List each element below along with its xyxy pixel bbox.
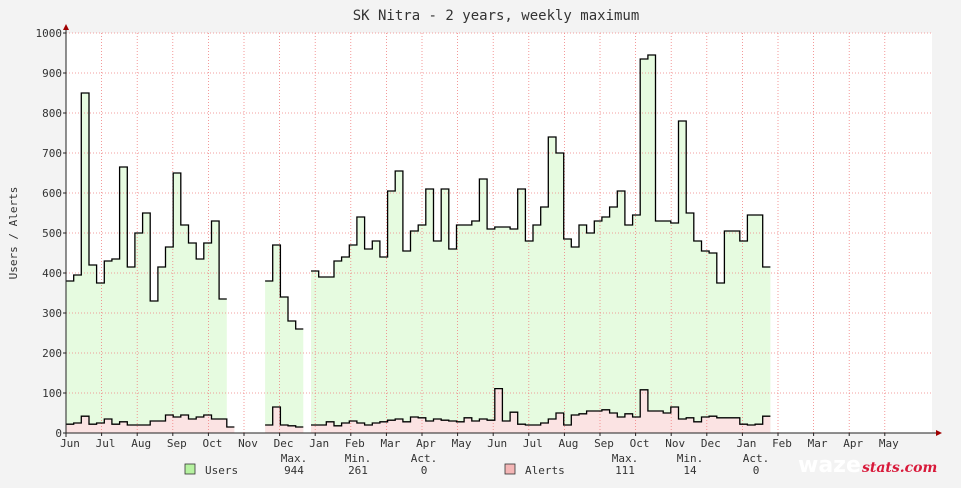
legend-alerts-act-value: 0 <box>753 464 760 477</box>
y-axis-label: Users / Alerts <box>7 187 20 280</box>
legend-alerts-label: Alerts <box>525 464 565 477</box>
legend-users-min-header: Min. <box>345 452 372 465</box>
legend-alerts-min-header: Min. <box>677 452 704 465</box>
x-tick-label: Dec <box>701 437 721 450</box>
legend-alerts-max-value: 111 <box>615 464 635 477</box>
alerts-line-segment <box>265 406 304 428</box>
x-tick-label: Jan <box>309 437 329 450</box>
x-tick-label: Apr <box>416 437 436 450</box>
users-area-segment <box>265 245 304 433</box>
x-tick-label: Dec <box>274 437 294 450</box>
users-area-segment <box>311 55 771 433</box>
x-tick-label: Feb <box>345 437 365 450</box>
y-tick-label: 100 <box>42 387 62 400</box>
y-tick-label: 0 <box>55 427 62 440</box>
legend-users-act-header: Act. <box>411 452 438 465</box>
alerts-area-segment <box>265 407 304 433</box>
legend-alerts-min-value: 14 <box>683 464 697 477</box>
x-tick-label: Oct <box>630 437 650 450</box>
alerts-line-segment <box>66 414 235 428</box>
x-tick-label: Sep <box>167 437 187 450</box>
y-tick-label: 900 <box>42 67 62 80</box>
legend-alerts-max-header: Max. <box>612 452 639 465</box>
legend-alerts-act-header: Act. <box>743 452 770 465</box>
chart-title: SK Nitra - 2 years, weekly maximum <box>353 8 640 24</box>
legend-users-swatch <box>184 463 196 475</box>
brand-logo: waze stats.com <box>798 453 937 478</box>
x-tick-label: Mar <box>380 437 400 450</box>
x-tick-label: Aug <box>131 437 151 450</box>
y-tick-label: 1000 <box>36 27 63 40</box>
x-tick-label: Nov <box>238 437 258 450</box>
y-tick-label: 600 <box>42 187 62 200</box>
x-tick-label: Jan <box>736 437 756 450</box>
x-tick-label: May <box>879 437 899 450</box>
legend-users-min-value: 261 <box>348 464 368 477</box>
users-area-segment <box>66 93 227 433</box>
legend-alerts-swatch <box>504 463 516 475</box>
x-tick-label: Jul <box>523 437 543 450</box>
users-line-segment <box>66 92 227 302</box>
y-axis-arrow <box>63 24 69 30</box>
x-axis-arrow <box>936 430 942 436</box>
legend-users-label: Users <box>205 464 238 477</box>
y-tick-label: 200 <box>42 347 62 360</box>
x-tick-label: Mar <box>808 437 828 450</box>
x-tick-label: Jul <box>96 437 116 450</box>
x-tick-label: Nov <box>665 437 685 450</box>
x-tick-label: Oct <box>202 437 222 450</box>
y-tick-label: 500 <box>42 227 62 240</box>
y-tick-label: 400 <box>42 267 62 280</box>
alerts-area-segment <box>311 388 771 433</box>
y-tick-label: 300 <box>42 307 62 320</box>
y-tick-label: 700 <box>42 147 62 160</box>
legend-users-max-value: 944 <box>284 464 304 477</box>
x-tick-label: Sep <box>594 437 614 450</box>
brand-suffix-text: stats.com <box>862 460 937 476</box>
y-tick-label: 800 <box>42 107 62 120</box>
x-tick-label: Jun <box>60 437 80 450</box>
brand-main-text: waze <box>798 453 861 478</box>
users-line-segment <box>311 54 771 284</box>
legend-users-act-value: 0 <box>421 464 428 477</box>
x-tick-label: Feb <box>772 437 792 450</box>
x-tick-label: Jun <box>487 437 507 450</box>
users-line-segment <box>265 244 304 330</box>
x-tick-label: Aug <box>558 437 578 450</box>
alerts-line-segment <box>311 387 771 427</box>
legend-users-max-header: Max. <box>281 452 308 465</box>
x-tick-label: May <box>452 437 472 450</box>
x-tick-label: Apr <box>843 437 863 450</box>
